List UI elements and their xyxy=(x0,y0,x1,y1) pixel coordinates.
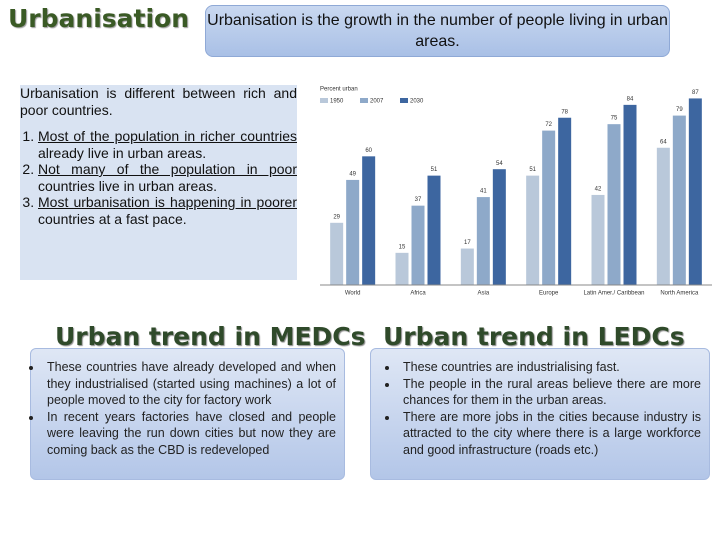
value-label: 72 xyxy=(545,122,552,128)
points: Most of the population in richer countri… xyxy=(20,128,297,227)
value-label: 78 xyxy=(561,109,568,115)
bar xyxy=(411,205,425,285)
bar xyxy=(460,248,474,285)
legend-swatch xyxy=(360,98,368,103)
value-label: 15 xyxy=(399,244,406,250)
value-label: 79 xyxy=(676,107,683,113)
bar xyxy=(672,115,686,285)
legend-swatch xyxy=(320,98,328,103)
bar xyxy=(395,252,409,285)
point-rest: countries at a fast pace. xyxy=(38,210,187,227)
value-label: 75 xyxy=(611,116,618,122)
value-label: 42 xyxy=(595,187,602,193)
intro: Urbanisation is different between rich a… xyxy=(20,85,297,118)
point-rest: already live in urban areas. xyxy=(38,144,207,161)
legend-label: 2007 xyxy=(370,99,384,105)
value-label: 54 xyxy=(496,161,503,167)
bullet: In recent years factories have closed an… xyxy=(43,409,336,459)
x-tick-label: North America xyxy=(660,291,699,297)
definition: Urbanisation is the growth in the number… xyxy=(205,5,670,57)
x-tick-label: Europe xyxy=(539,291,559,297)
point-underlined: Not many of the population in poor xyxy=(38,161,297,177)
chart: Percent urban 1950 2007 2030 World 29 49 60 Afr… xyxy=(320,87,712,297)
bullet: There are more jobs in the cities becaus… xyxy=(399,409,701,459)
value-label: 84 xyxy=(627,96,634,102)
point-underlined: Most urbanisation is happening in poorer xyxy=(38,194,297,210)
value-label: 37 xyxy=(415,197,422,203)
value-label: 17 xyxy=(464,240,471,246)
slide-title: Urbanisation xyxy=(8,4,190,33)
bar xyxy=(476,197,490,285)
intro-box: Urbanisation is different between rich a… xyxy=(20,85,297,280)
legend-label: 2030 xyxy=(410,99,424,105)
x-tick-label: Asia xyxy=(477,291,489,297)
bar xyxy=(427,175,441,285)
point: Most urbanisation is happening in poorer… xyxy=(38,194,297,227)
medc-heading: Urban trend in MEDCs xyxy=(55,322,366,351)
bullet: These countries have already developed a… xyxy=(43,359,336,409)
bar xyxy=(362,156,376,285)
point: Most of the population in richer countri… xyxy=(38,128,297,161)
value-label: 49 xyxy=(349,172,356,178)
x-tick-label: Africa xyxy=(410,291,426,297)
x-tick-label: World xyxy=(345,291,361,297)
point-underlined: Most of the population in richer countri… xyxy=(38,128,297,144)
value-label: 51 xyxy=(529,167,536,173)
ledc-bullets: These countries are industrialising fast… xyxy=(371,359,701,458)
point: Not many of the population in poor count… xyxy=(38,161,297,194)
ledc-box: These countries are industrialising fast… xyxy=(370,348,710,480)
bar xyxy=(623,104,637,285)
point-rest: countries live in urban areas. xyxy=(38,177,217,194)
bar xyxy=(346,179,360,285)
legend-label: 1950 xyxy=(330,99,344,105)
bar xyxy=(591,194,605,285)
value-label: 60 xyxy=(365,148,372,154)
x-tick-label: Latin Amer./ Caribbean xyxy=(583,291,644,297)
medc-bullets: These countries have already developed a… xyxy=(31,359,336,458)
value-label: 41 xyxy=(480,189,487,195)
chart-title: Percent urban xyxy=(320,87,358,93)
value-label: 64 xyxy=(660,139,667,145)
bullet: The people in the rural areas believe th… xyxy=(399,376,701,409)
value-label: 29 xyxy=(333,214,340,220)
bar xyxy=(526,175,540,285)
bar xyxy=(558,117,572,285)
bar xyxy=(542,130,556,285)
bar xyxy=(656,147,670,285)
ledc-heading: Urban trend in LEDCs xyxy=(383,322,685,351)
bar xyxy=(607,124,621,285)
value-label: 51 xyxy=(431,167,438,173)
value-label: 87 xyxy=(692,90,699,96)
bar xyxy=(330,222,344,285)
bar xyxy=(688,98,702,285)
bullet: These countries are industrialising fast… xyxy=(399,359,701,376)
legend-swatch xyxy=(400,98,408,103)
medc-box: These countries have already developed a… xyxy=(30,348,345,480)
bar xyxy=(492,169,506,285)
